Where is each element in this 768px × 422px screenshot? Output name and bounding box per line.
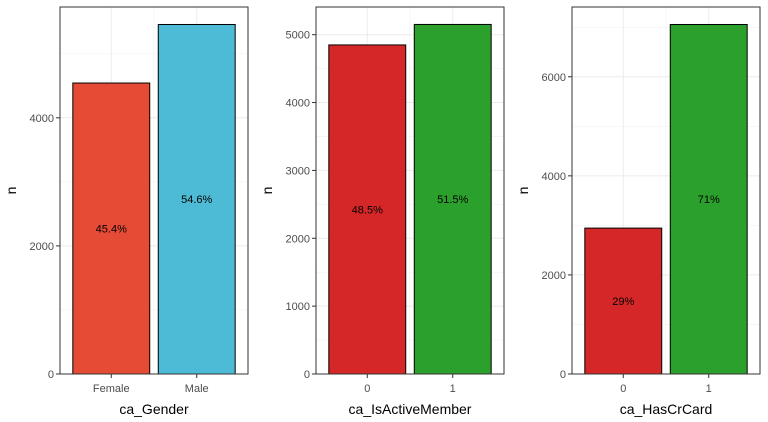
x-tick-label: 0: [620, 383, 626, 395]
x-axis-title: ca_HasCrCard: [620, 401, 713, 417]
panel-border: [59, 6, 249, 375]
x-tick-label: Male: [185, 383, 209, 395]
bar-0: [584, 227, 663, 375]
y-axis-title: n: [3, 187, 19, 195]
y-axis-title: n: [515, 187, 531, 195]
chart-panel-2: 48.5% 51.5% 0 1000 2000 3000 4000 5000 0 1 ca_IsAc…: [259, 6, 505, 417]
y-tick-label: 0: [304, 369, 310, 381]
data-label: 29%: [612, 296, 634, 308]
panel-border: [315, 6, 505, 375]
chart-panel-3: 29% 71% 0 2000 4000 6000 0 1 ca_HasCrCard n: [515, 6, 761, 417]
y-tick-label: 2000: [30, 241, 54, 253]
y-tick-label: 1000: [286, 301, 310, 313]
y-tick-label: 0: [560, 369, 566, 381]
bar-Female: [72, 82, 151, 375]
y-axis-title: n: [259, 187, 275, 195]
chart-panel-1: 45.4% 54.6% 0 2000 4000 Female Male ca_Gender n: [3, 6, 249, 417]
y-tick-label: 6000: [542, 72, 566, 84]
y-tick-label: 2000: [542, 270, 566, 282]
y-tick-label: 2000: [286, 233, 310, 245]
x-tick-label: 0: [364, 383, 370, 395]
y-tick-label: 4000: [286, 98, 310, 110]
x-axis-title: ca_Gender: [119, 401, 189, 417]
x-tick-label: 1: [706, 383, 712, 395]
y-tick-label: 3000: [286, 165, 310, 177]
data-label: 45.4%: [96, 224, 127, 236]
data-label: 54.6%: [181, 194, 212, 206]
data-label: 71%: [698, 194, 720, 206]
bar-0: [328, 44, 407, 375]
y-tick-label: 0: [48, 369, 54, 381]
x-axis-title: ca_IsActiveMember: [349, 401, 472, 417]
y-tick-label: 4000: [542, 171, 566, 183]
x-tick-label: 1: [450, 383, 456, 395]
y-tick-label: 5000: [286, 30, 310, 42]
data-label: 51.5%: [437, 194, 468, 206]
bar-1: [413, 23, 492, 375]
y-tick-label: 4000: [30, 113, 54, 125]
x-tick-label: Female: [93, 383, 130, 395]
bar-1: [669, 23, 748, 375]
data-label: 48.5%: [352, 204, 383, 216]
panel-border: [571, 6, 761, 375]
